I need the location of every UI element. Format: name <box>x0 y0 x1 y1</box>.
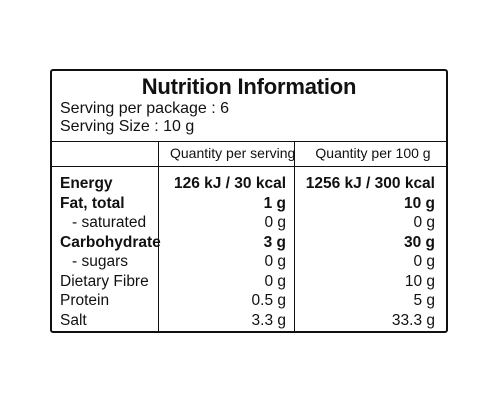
header-top-divider <box>52 141 446 142</box>
value-per-serving: 0 g <box>264 272 286 290</box>
nutrient-row-salt: Salt 3.3 g 33.3 g <box>52 311 446 331</box>
value-per-100g: 10 g <box>404 272 435 290</box>
value-per-serving: 126 kJ / 30 kcal <box>173 175 286 192</box>
nutrient-label: Energy <box>60 175 113 192</box>
column-header-per-serving: Quantity per serving <box>170 145 296 161</box>
value-per-serving: 0 g <box>264 214 286 231</box>
nutrient-row-saturated: - saturated 0 g 0 g <box>52 213 446 233</box>
nutrient-row-energy: Energy 126 kJ / 30 kcal 1256 kJ / 300 kc… <box>52 174 446 194</box>
nutrient-rows: Energy 126 kJ / 30 kcal 1256 kJ / 300 kc… <box>52 174 446 330</box>
value-per-100g: 0 g <box>413 214 435 231</box>
column-divider-2 <box>294 141 295 331</box>
serving-per-package: Serving per package : 6 <box>60 100 229 117</box>
value-per-100g: 33.3 g <box>391 311 435 329</box>
serving-size: Serving Size : 10 g <box>60 118 195 135</box>
value-per-serving: 3.3 g <box>251 311 286 329</box>
column-divider-1 <box>158 141 159 331</box>
value-per-serving: 1 g <box>263 194 286 212</box>
column-header-per-100g: Quantity per 100 g <box>315 145 431 161</box>
nutrient-row-sugars: - sugars 0 g 0 g <box>52 252 446 272</box>
nutrition-panel: Nutrition Information Serving per packag… <box>50 69 448 333</box>
value-per-100g: 5 g <box>413 292 435 309</box>
nutrient-row-protein: Protein 0.5 g 5 g <box>52 291 446 311</box>
nutrient-label: Dietary Fibre <box>60 272 149 290</box>
nutrient-label: - sugars <box>72 253 128 270</box>
nutrient-label: - saturated <box>72 214 147 231</box>
value-per-serving: 3 g <box>263 233 286 251</box>
nutrient-row-carbohydrate: Carbohydrate 3 g 30 g <box>52 233 446 253</box>
panel-title: Nutrition Information <box>141 74 357 99</box>
nutrient-label: Protein <box>60 292 110 309</box>
value-per-100g: 10 g <box>403 194 435 212</box>
value-per-serving: 0 g <box>264 253 286 270</box>
nutrient-row-dietary-fibre: Dietary Fibre 0 g 10 g <box>52 272 446 292</box>
value-per-100g: 0 g <box>413 253 435 270</box>
nutrient-label: Salt <box>60 311 87 329</box>
value-per-100g: 30 g <box>403 233 435 251</box>
nutrient-label: Fat, total <box>60 194 125 212</box>
value-per-100g: 1256 kJ / 300 kcal <box>305 175 435 192</box>
nutrient-row-fat-total: Fat, total 1 g 10 g <box>52 194 446 214</box>
nutrient-label: Carbohydrate <box>60 233 161 251</box>
value-per-serving: 0.5 g <box>251 292 286 309</box>
header-bottom-divider <box>52 166 446 167</box>
